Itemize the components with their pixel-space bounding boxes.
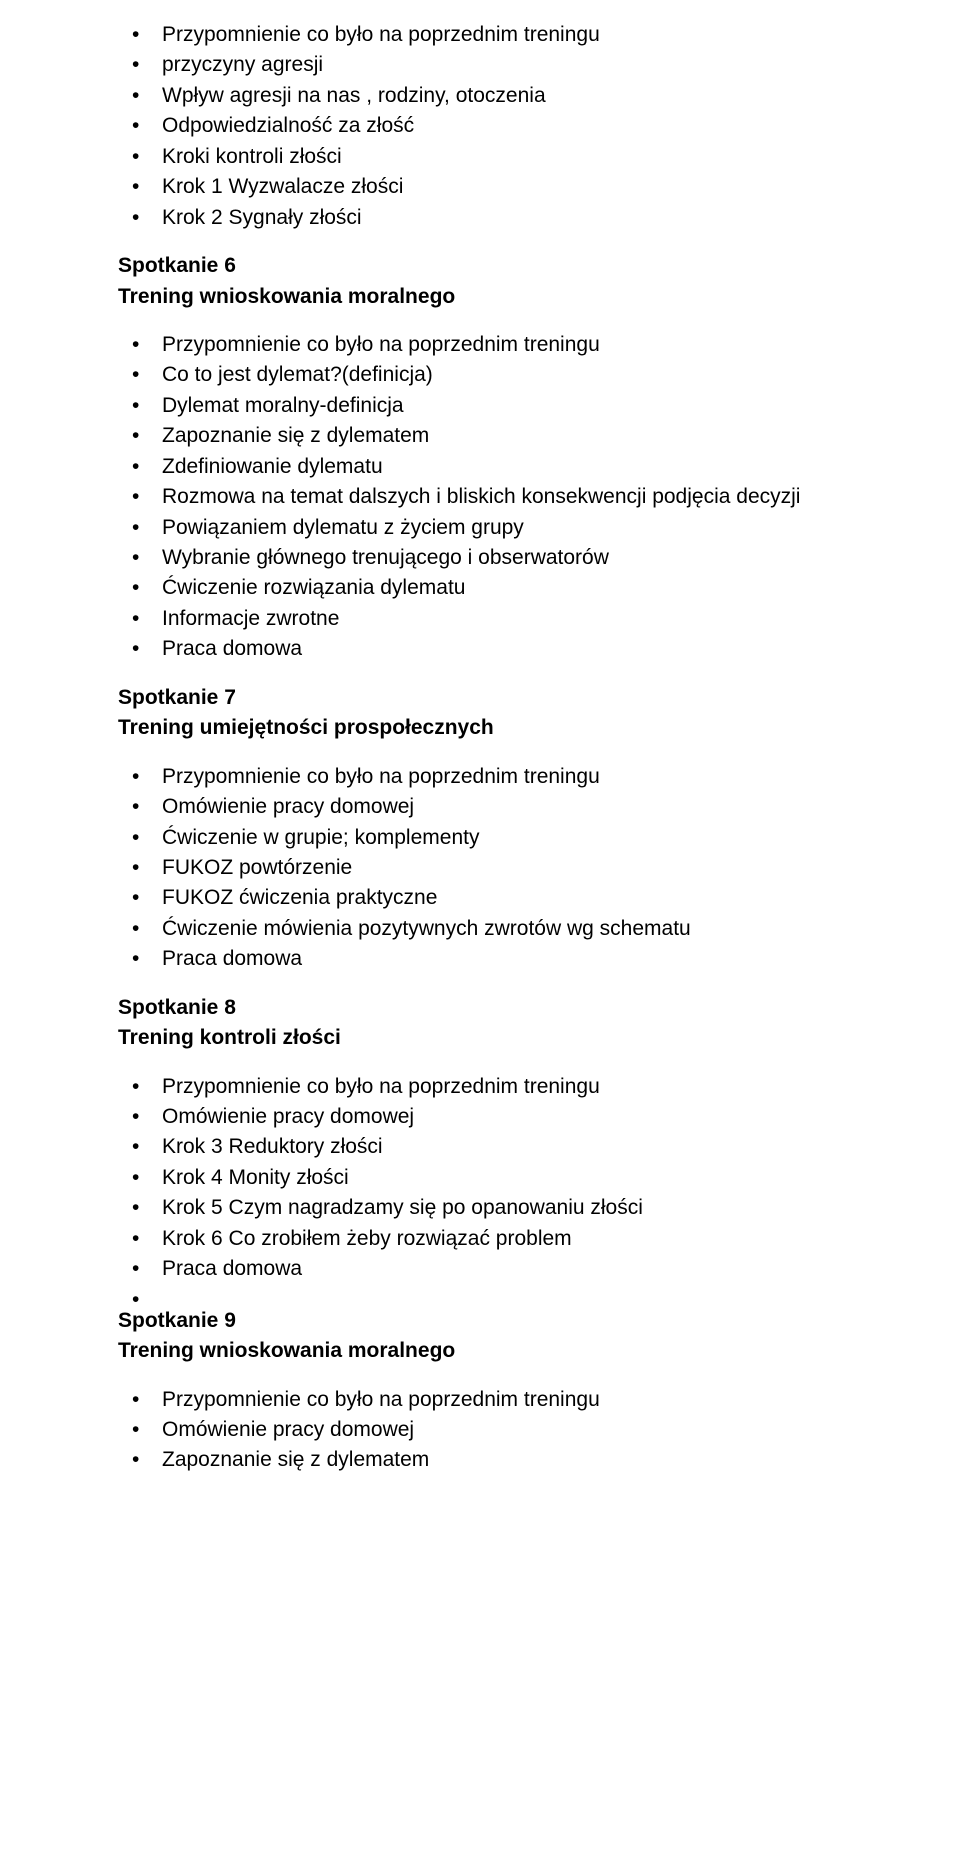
list-item: Krok 4 Monity złości: [118, 1163, 860, 1193]
bullet-list: Przypomnienie co było na poprzednim tren…: [118, 762, 860, 975]
list-item-text: Przypomnienie co było na poprzednim tren…: [162, 333, 600, 356]
list-item-text: Wpływ agresji na nas , rodziny, otoczeni…: [162, 84, 546, 107]
list-item: Przypomnienie co było na poprzednim tren…: [118, 1072, 860, 1102]
list-item-text: Wybranie głównego trenującego i obserwat…: [162, 546, 609, 569]
list-item: Dylemat moralny-definicja: [118, 391, 860, 421]
list-item-text: Powiązaniem dylematu z życiem grupy: [162, 516, 524, 539]
list-item-text: Zapoznanie się z dylematem: [162, 1448, 429, 1471]
list-item: Krok 3 Reduktory złości: [118, 1132, 860, 1162]
list-item: Ćwiczenie rozwiązania dylematu: [118, 573, 860, 603]
list-item-text: Zdefiniowanie dylematu: [162, 455, 383, 478]
heading-line: Spotkanie 6: [118, 251, 860, 281]
section-heading: Spotkanie 8 Trening kontroli złości: [118, 993, 860, 1054]
list-item: Przypomnienie co było na poprzednim tren…: [118, 330, 860, 360]
list-item-text: Omówienie pracy domowej: [162, 1105, 414, 1128]
list-item-text: Ćwiczenie w grupie; komplementy: [162, 826, 479, 849]
list-item-text: Ćwiczenie mówienia pozytywnych zwrotów w…: [162, 917, 691, 940]
list-item-text: Praca domowa: [162, 637, 302, 660]
list-item: Ćwiczenie w grupie; komplementy: [118, 823, 860, 853]
heading-line: Trening kontroli złości: [118, 1023, 860, 1053]
list-item: Praca domowa: [118, 634, 860, 664]
list-item-text: Kroki kontroli złości: [162, 145, 342, 168]
heading-line: Trening umiejętności prospołecznych: [118, 713, 860, 743]
bullet-list: Przypomnienie co było na poprzednim tren…: [118, 1072, 860, 1306]
list-item-text: Praca domowa: [162, 1257, 302, 1280]
list-item-text: Przypomnienie co było na poprzednim tren…: [162, 765, 600, 788]
list-item-text: Krok 2 Sygnały złości: [162, 206, 362, 229]
heading-line: Spotkanie 9: [118, 1306, 860, 1336]
list-item: Krok 1 Wyzwalacze złości: [118, 172, 860, 202]
heading-line: Spotkanie 8: [118, 993, 860, 1023]
list-item: Przypomnienie co było na poprzednim tren…: [118, 1385, 860, 1415]
list-item-text: Praca domowa: [162, 947, 302, 970]
list-item-text: Dylemat moralny-definicja: [162, 394, 404, 417]
list-item: Krok 6 Co zrobiłem żeby rozwiązać proble…: [118, 1224, 860, 1254]
list-item: Przypomnienie co było na poprzednim tren…: [118, 20, 860, 50]
bullet-list: Przypomnienie co było na poprzednim tren…: [118, 20, 860, 233]
list-item-text: Krok 4 Monity złości: [162, 1166, 349, 1189]
list-item-text: Informacje zwrotne: [162, 607, 339, 630]
list-item: Zdefiniowanie dylematu: [118, 452, 860, 482]
bullet-list: Przypomnienie co było na poprzednim tren…: [118, 330, 860, 665]
list-item: Omówienie pracy domowej: [118, 1102, 860, 1132]
list-item: Informacje zwrotne: [118, 604, 860, 634]
list-item-text: Przypomnienie co było na poprzednim tren…: [162, 1075, 600, 1098]
list-item-text: przyczyny agresji: [162, 53, 323, 76]
list-item: Odpowiedzialność za złość: [118, 111, 860, 141]
section-heading: Spotkanie 6 Trening wnioskowania moralne…: [118, 251, 860, 312]
list-item: Kroki kontroli złości: [118, 142, 860, 172]
list-item-empty: [118, 1285, 860, 1306]
list-item-text: Przypomnienie co było na poprzednim tren…: [162, 23, 600, 46]
list-item-text: FUKOZ powtórzenie: [162, 856, 352, 879]
list-item: Krok 5 Czym nagradzamy się po opanowaniu…: [118, 1193, 860, 1223]
list-item-text: Ćwiczenie rozwiązania dylematu: [162, 576, 465, 599]
list-item-text: FUKOZ ćwiczenia praktyczne: [162, 886, 437, 909]
list-item-text: Krok 3 Reduktory złości: [162, 1135, 383, 1158]
list-item: Zapoznanie się z dylematem: [118, 1445, 860, 1475]
list-item-text: Omówienie pracy domowej: [162, 1418, 414, 1441]
document-page: Przypomnienie co było na poprzednim tren…: [0, 0, 960, 1534]
list-item-text: Przypomnienie co było na poprzednim tren…: [162, 1388, 600, 1411]
list-item-text: Omówienie pracy domowej: [162, 795, 414, 818]
list-item-text: Zapoznanie się z dylematem: [162, 424, 429, 447]
list-item-text: Krok 6 Co zrobiłem żeby rozwiązać proble…: [162, 1227, 572, 1250]
heading-line: Trening wnioskowania moralnego: [118, 1336, 860, 1366]
list-item: Wybranie głównego trenującego i obserwat…: [118, 543, 860, 573]
heading-line: Spotkanie 7: [118, 683, 860, 713]
list-item-text: Co to jest dylemat?(definicja): [162, 363, 433, 386]
list-item: Rozmowa na temat dalszych i bliskich kon…: [118, 482, 860, 512]
list-item: Przypomnienie co było na poprzednim tren…: [118, 762, 860, 792]
list-item-text: Rozmowa na temat dalszych i bliskich kon…: [162, 485, 800, 508]
list-item: Praca domowa: [118, 1254, 860, 1284]
list-item-text: Krok 5 Czym nagradzamy się po opanowaniu…: [162, 1196, 643, 1219]
section-heading: Spotkanie 7 Trening umiejętności prospoł…: [118, 683, 860, 744]
list-item-text: Krok 1 Wyzwalacze złości: [162, 175, 403, 198]
list-item: Praca domowa: [118, 944, 860, 974]
list-item: Co to jest dylemat?(definicja): [118, 360, 860, 390]
list-item: Krok 2 Sygnały złości: [118, 203, 860, 233]
list-item: Ćwiczenie mówienia pozytywnych zwrotów w…: [118, 914, 860, 944]
list-item: przyczyny agresji: [118, 50, 860, 80]
list-item: Omówienie pracy domowej: [118, 792, 860, 822]
bullet-list: Przypomnienie co było na poprzednim tren…: [118, 1385, 860, 1476]
heading-line: Trening wnioskowania moralnego: [118, 282, 860, 312]
list-item: FUKOZ powtórzenie: [118, 853, 860, 883]
list-item-text: Odpowiedzialność za złość: [162, 114, 414, 137]
list-item: Wpływ agresji na nas , rodziny, otoczeni…: [118, 81, 860, 111]
list-item: Omówienie pracy domowej: [118, 1415, 860, 1445]
list-item: FUKOZ ćwiczenia praktyczne: [118, 883, 860, 913]
list-item: Zapoznanie się z dylematem: [118, 421, 860, 451]
list-item: Powiązaniem dylematu z życiem grupy: [118, 513, 860, 543]
section-heading: Spotkanie 9 Trening wnioskowania moralne…: [118, 1306, 860, 1367]
